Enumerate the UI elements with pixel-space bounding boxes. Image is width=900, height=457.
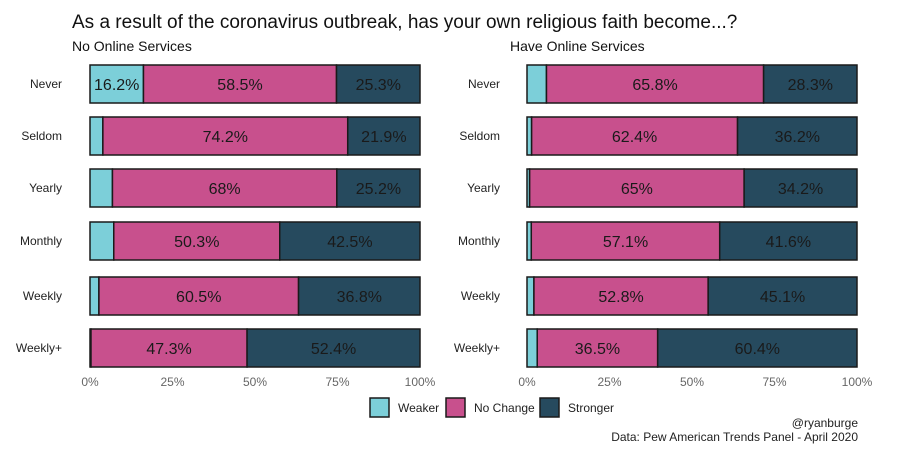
data-label: 65.8% [632, 77, 677, 94]
data-label: 45.1% [760, 289, 805, 306]
bar-segment-no-change [530, 116, 739, 156]
data-label: 25.3% [356, 77, 401, 94]
bar-segment-no-change [111, 168, 338, 208]
bar-segment-stronger [736, 116, 858, 156]
category-label: Weekly+ [16, 341, 62, 355]
bar-segment-stronger [297, 276, 421, 316]
category-label: Yearly [29, 181, 62, 195]
legend-label: Weaker [398, 401, 439, 415]
data-label: 52.4% [311, 341, 356, 358]
data-label: 62.4% [612, 129, 657, 146]
bar-segment-stronger [718, 221, 858, 261]
bar-segment-weaker [89, 116, 104, 156]
bar-segment-stronger [246, 328, 421, 368]
x-tick-label: 0% [518, 375, 536, 389]
bar-segment-stronger [762, 64, 858, 104]
panel-2: Have Online Services Never 65.8% 28.3% Seldo… [454, 38, 873, 389]
x-tick-label: 50% [243, 375, 267, 389]
credit: @ryanburge [792, 416, 859, 430]
bar-segment-stronger [707, 276, 858, 316]
bar-segment-weaker [89, 276, 100, 316]
bar-segment-weaker [89, 168, 114, 208]
legend-label: Stronger [568, 401, 614, 415]
legend-swatch-stronger [539, 397, 560, 418]
bar-segment-weaker [526, 64, 548, 104]
x-tick-label: 100% [842, 375, 873, 389]
bar-segment-no-change [528, 168, 745, 208]
bar-segment-no-change [536, 328, 659, 368]
bar-segment-no-change [545, 64, 765, 104]
data-label: 68% [209, 181, 241, 198]
data-label: 36.5% [575, 341, 620, 358]
data-label: 47.3% [146, 341, 191, 358]
data-label: 60.5% [176, 289, 221, 306]
legend-swatch-weaker [369, 397, 390, 418]
data-label: 74.2% [203, 129, 248, 146]
data-label: 42.5% [327, 234, 372, 251]
bar-segment-stronger [656, 328, 858, 368]
category-label: Never [468, 77, 500, 91]
data-label: 41.6% [766, 234, 811, 251]
data-label: 57.1% [603, 234, 648, 251]
panel-title: No Online Services [72, 38, 192, 54]
bar-segment-stronger [346, 116, 421, 156]
bar-segment-weaker [89, 64, 145, 104]
category-label: Never [30, 77, 62, 91]
chart-title: As a result of the coronavirus outbreak,… [72, 12, 737, 33]
legend-swatch-no-change [445, 397, 466, 418]
bar-segment-stronger [743, 168, 858, 208]
data-label: 36.8% [337, 289, 382, 306]
x-tick-label: 75% [325, 375, 349, 389]
category-label: Monthly [458, 234, 500, 248]
x-tick-label: 50% [680, 375, 704, 389]
bar-segment-no-change [113, 221, 281, 261]
bar-segment-no-change [98, 276, 300, 316]
panel-1: No Online Services Never 16.2% 58.5% 25.3% Se… [16, 38, 436, 389]
data-label: 36.2% [775, 129, 820, 146]
source-note: Data: Pew American Trends Panel - April … [611, 430, 858, 444]
data-label: 34.2% [778, 181, 823, 198]
x-tick-label: 75% [762, 375, 786, 389]
category-label: Monthly [20, 234, 62, 248]
bar-segment-no-change [142, 64, 338, 104]
bar-segment-stronger [335, 64, 421, 104]
category-label: Weekly+ [454, 341, 500, 355]
category-label: Yearly [467, 181, 500, 195]
category-label: Weekly [461, 289, 500, 303]
bar-segment-no-change [90, 328, 248, 368]
bar-segment-weaker [89, 221, 115, 261]
category-label: Seldom [459, 129, 500, 143]
x-tick-label: 0% [81, 375, 99, 389]
bar-segment-weaker [526, 328, 538, 368]
bar-segment-stronger [279, 221, 421, 261]
data-label: 21.9% [361, 129, 406, 146]
data-label: 28.3% [788, 77, 833, 94]
category-label: Seldom [21, 129, 62, 143]
bar-segment-no-change [533, 276, 709, 316]
data-label: 60.4% [735, 341, 780, 358]
category-label: Weekly [23, 289, 62, 303]
bar-segment-weaker [526, 276, 535, 316]
data-label: 16.2% [94, 77, 139, 94]
data-label: 52.8% [598, 289, 643, 306]
panel-title: Have Online Services [510, 38, 645, 54]
bar-segment-no-change [530, 221, 721, 261]
bar-segment-stronger [336, 168, 421, 208]
x-tick-label: 25% [160, 375, 184, 389]
data-label: 58.5% [217, 77, 262, 94]
data-label: 25.2% [356, 181, 401, 198]
data-label: 50.3% [174, 234, 219, 251]
data-label: 65% [621, 181, 653, 198]
x-tick-label: 25% [597, 375, 621, 389]
legend-label: No Change [474, 401, 535, 415]
x-tick-label: 100% [405, 375, 436, 389]
legend: Weaker No Change Stronger [369, 397, 614, 418]
